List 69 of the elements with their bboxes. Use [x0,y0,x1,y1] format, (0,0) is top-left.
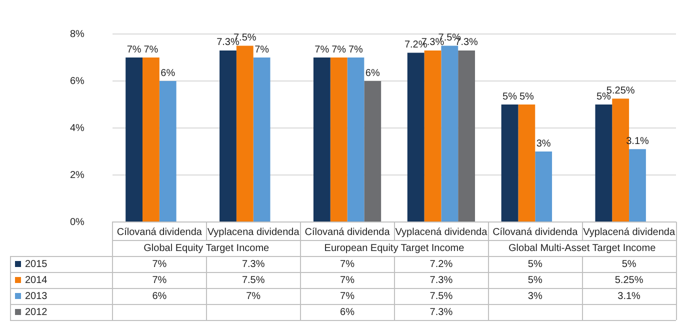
text: 5% [519,91,534,102]
text: 7% [348,44,363,56]
legend-label: 2014 [25,274,48,286]
data-label: 3% [528,290,542,302]
bar [364,81,382,222]
data-label: 7% [152,274,167,286]
bar [458,50,475,222]
text: 6% [160,68,176,79]
x-tick-label: Vyplacená dividenda [395,226,488,238]
legend-label: 2015 [25,258,48,270]
data-label: 5.25% [614,274,644,286]
data-label: 7.3% [242,258,265,270]
text: 7% [126,44,142,56]
bar [236,46,254,222]
data-label: 6% [340,306,355,318]
x-tick-label: Vyplacena dividenda [207,226,300,238]
x-tick-label: Cílovaná dividenda [304,226,390,238]
y-tick-label: 6% [70,76,85,87]
bar [313,58,330,222]
text: 7% [144,44,158,56]
data-label: 7.5% [430,290,453,302]
text: 7% [314,44,330,56]
y-tick-label: 8% [70,28,85,40]
data-label: 7.3% [430,274,453,286]
data-label: 7% [340,274,355,286]
text: Global Multi-Asset Target Income [508,242,656,254]
x-tick-label: Cílovaná dividenda [492,226,578,238]
legend-label: 2013 [25,290,48,302]
text: 6% [365,68,380,79]
text: Global Equity Target Income [144,242,270,254]
bar [126,58,143,222]
data-label: 7.2% [430,258,453,270]
bar [424,50,442,222]
bar [330,58,348,222]
bar [501,104,518,222]
data-label: 7.3% [430,306,453,318]
y-tick-label: 0% [70,216,85,228]
data-label: 7% [340,290,355,302]
data-label: 7% [340,258,355,270]
data-label: 7% [246,290,261,302]
bar [441,46,458,222]
x-tick-label: Vyplacená dividenda [583,226,676,238]
text: 5% [502,91,517,102]
bar [159,81,176,222]
data-label: 5% [622,258,636,270]
text: 7% [254,44,270,56]
bar [595,104,612,222]
data-label: 5% [528,274,542,286]
text: 3% [536,138,551,150]
data-label: 6% [152,290,167,302]
x-tick-label: Cílovaná dividenda [116,226,202,238]
bar [535,152,552,222]
text: 7% [332,44,346,56]
bar [347,58,364,222]
y-tick-label: 4% [70,122,85,134]
bar [518,104,536,222]
text: 5% [596,91,611,102]
y-tick-label: 2% [70,170,85,181]
bar [142,58,160,222]
bar [629,149,646,222]
bar [220,50,236,222]
text: European Equity Target Income [324,242,465,254]
data-label: 7.5% [242,274,265,286]
data-label: 7% [152,258,167,270]
bar [253,58,270,222]
data-label: 3.1% [618,290,641,302]
legend-label: 2012 [25,306,48,318]
bar [407,52,424,222]
data-label: 5% [528,258,542,270]
